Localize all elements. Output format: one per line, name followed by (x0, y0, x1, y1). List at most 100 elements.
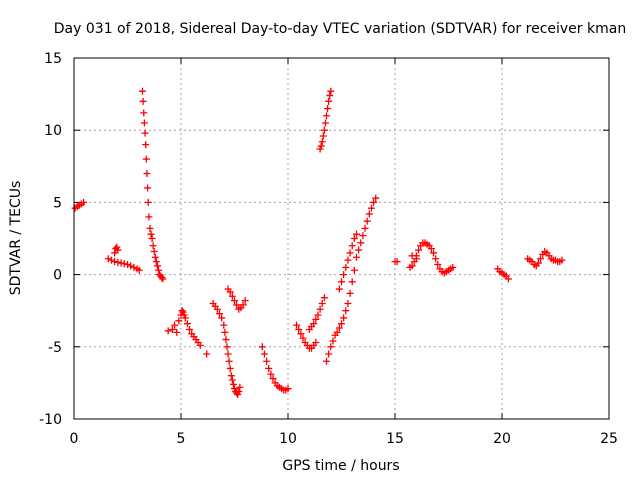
data-point (218, 314, 226, 322)
data-point (338, 320, 345, 328)
data-point (314, 311, 322, 319)
series-arc5 (164, 307, 204, 349)
data-point (221, 328, 229, 336)
data-point (139, 97, 147, 105)
data-point (124, 260, 131, 268)
data-point (324, 105, 332, 113)
data-point (327, 87, 335, 95)
data-point (352, 253, 360, 261)
data-point (323, 357, 331, 365)
data-point (432, 255, 440, 263)
data-point (114, 246, 122, 254)
data-point (155, 266, 163, 274)
data-point (365, 210, 373, 218)
data-point (363, 217, 371, 225)
data-point (352, 230, 360, 238)
chart-title: Day 031 of 2018, Sidereal Day-to-day VTE… (54, 21, 626, 37)
data-point (173, 328, 181, 336)
data-point (265, 364, 273, 372)
data-point (427, 245, 435, 253)
data-point (258, 343, 266, 351)
data-point (130, 263, 138, 271)
data-point (143, 170, 151, 178)
data-point (231, 297, 238, 305)
y-tick-label: 15 (44, 51, 62, 67)
data-point (140, 119, 148, 127)
series-arc13 (323, 266, 358, 365)
series-arc16 (391, 258, 401, 266)
data-point (147, 230, 155, 238)
data-point (229, 380, 237, 388)
data-point (216, 310, 224, 318)
x-tick-label: 10 (279, 431, 297, 447)
grid (74, 58, 609, 419)
series-arc12 (316, 87, 335, 153)
data-point (310, 320, 318, 328)
data-point (344, 256, 352, 264)
data-point (111, 258, 119, 266)
data-point (80, 198, 88, 206)
data-point (144, 198, 152, 206)
data-point (412, 255, 420, 263)
data-points (71, 87, 566, 398)
data-point (213, 305, 221, 313)
data-point (235, 388, 243, 396)
y-tick-label: 10 (44, 123, 62, 139)
data-point (140, 109, 148, 117)
series-arc7 (209, 299, 244, 398)
series-arc11 (305, 294, 328, 333)
data-point (107, 256, 115, 264)
x-tick-label: 20 (493, 431, 511, 447)
data-point (318, 299, 326, 307)
data-point (348, 242, 356, 250)
data-point (228, 292, 236, 300)
series-arc14 (335, 230, 360, 293)
data-point (504, 275, 512, 283)
data-point (299, 334, 307, 342)
data-point (408, 252, 416, 260)
data-point (239, 301, 247, 309)
series-arc20 (524, 247, 566, 270)
data-point (138, 87, 146, 95)
data-point (355, 246, 363, 254)
data-point (319, 132, 327, 140)
series-arc2 (104, 255, 143, 274)
data-point (142, 141, 150, 149)
x-tick-label: 25 (600, 431, 618, 447)
data-point (142, 155, 150, 163)
data-point (297, 330, 305, 338)
data-point (228, 376, 236, 384)
data-point (327, 343, 335, 351)
data-point (342, 307, 350, 315)
data-point (220, 321, 228, 329)
data-point (183, 320, 191, 328)
data-point (227, 372, 235, 380)
data-point (114, 258, 122, 266)
series-arc9 (258, 343, 292, 394)
data-point (434, 260, 442, 268)
series-arc6 (203, 350, 211, 358)
series-arc4 (138, 87, 167, 283)
data-point (346, 249, 354, 257)
data-point (269, 375, 277, 383)
data-point (340, 271, 348, 279)
data-point (168, 325, 176, 333)
y-tick-label: 0 (53, 268, 62, 284)
data-point (350, 235, 358, 242)
data-point (144, 184, 152, 192)
data-point (148, 235, 156, 242)
data-point (537, 255, 545, 263)
data-point (329, 337, 337, 345)
y-tick-label: 5 (53, 195, 62, 211)
data-point (340, 314, 348, 322)
data-point (326, 92, 334, 100)
data-point (186, 325, 194, 333)
data-point (408, 262, 416, 270)
data-point (135, 266, 143, 274)
data-point (171, 321, 179, 329)
data-point (196, 341, 204, 349)
data-point (312, 315, 320, 323)
data-point (321, 119, 329, 127)
data-point (181, 314, 189, 322)
